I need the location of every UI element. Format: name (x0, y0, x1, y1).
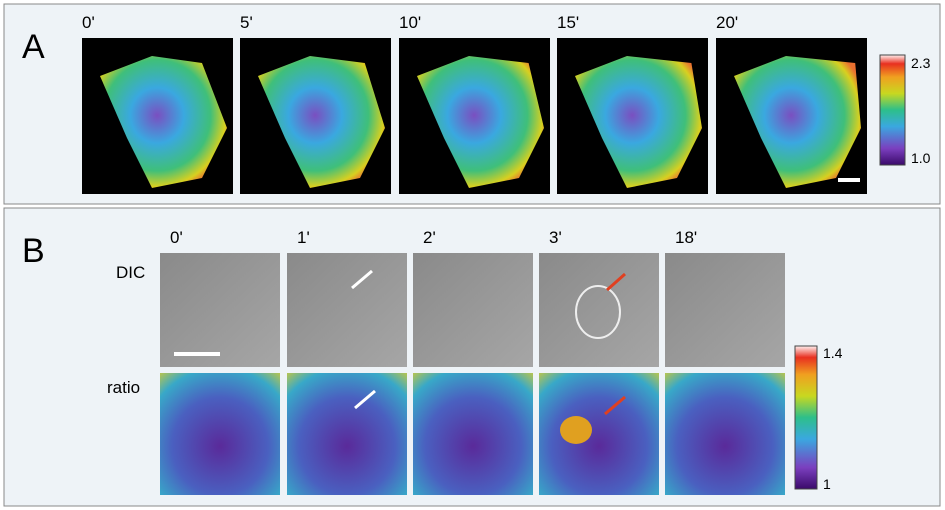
time-label: 15' (557, 13, 579, 32)
ratio-spot (560, 416, 592, 444)
colorbar (795, 346, 817, 489)
scale-bar (174, 352, 220, 356)
time-label: 10' (399, 13, 421, 32)
dic-image (413, 253, 533, 367)
figure: A B 0' 5' 10' 15' 20' 2.3 1.0 0' 1' 2' 3' 18' DIC rat… (0, 0, 945, 510)
time-label: 0' (170, 228, 183, 247)
colorbar-label: 2.3 (911, 55, 931, 71)
colorbar-label: 1.4 (823, 345, 843, 361)
row-label: DIC (116, 263, 145, 282)
ratio-image (413, 373, 533, 495)
time-label: 18' (675, 228, 697, 247)
time-label: 0' (82, 13, 95, 32)
time-label: 5' (240, 13, 253, 32)
time-label: 1' (297, 228, 310, 247)
colorbar-label: 1.0 (911, 150, 931, 166)
panel-label: B (22, 232, 45, 270)
time-label: 3' (549, 228, 562, 247)
dic-image (665, 253, 785, 367)
scale-bar (838, 178, 860, 182)
dic-image (287, 253, 407, 367)
ratio-image (539, 373, 659, 495)
ratio-image (287, 373, 407, 495)
colorbar (880, 55, 905, 165)
dic-image (539, 253, 659, 367)
panel-label: A (22, 28, 45, 66)
colorbar-label: 1 (823, 476, 831, 492)
dic-image (160, 253, 280, 367)
time-label: 20' (716, 13, 738, 32)
time-label: 2' (423, 228, 436, 247)
ratio-image (665, 373, 785, 495)
ratio-image (160, 373, 280, 495)
row-label: ratio (107, 378, 140, 397)
